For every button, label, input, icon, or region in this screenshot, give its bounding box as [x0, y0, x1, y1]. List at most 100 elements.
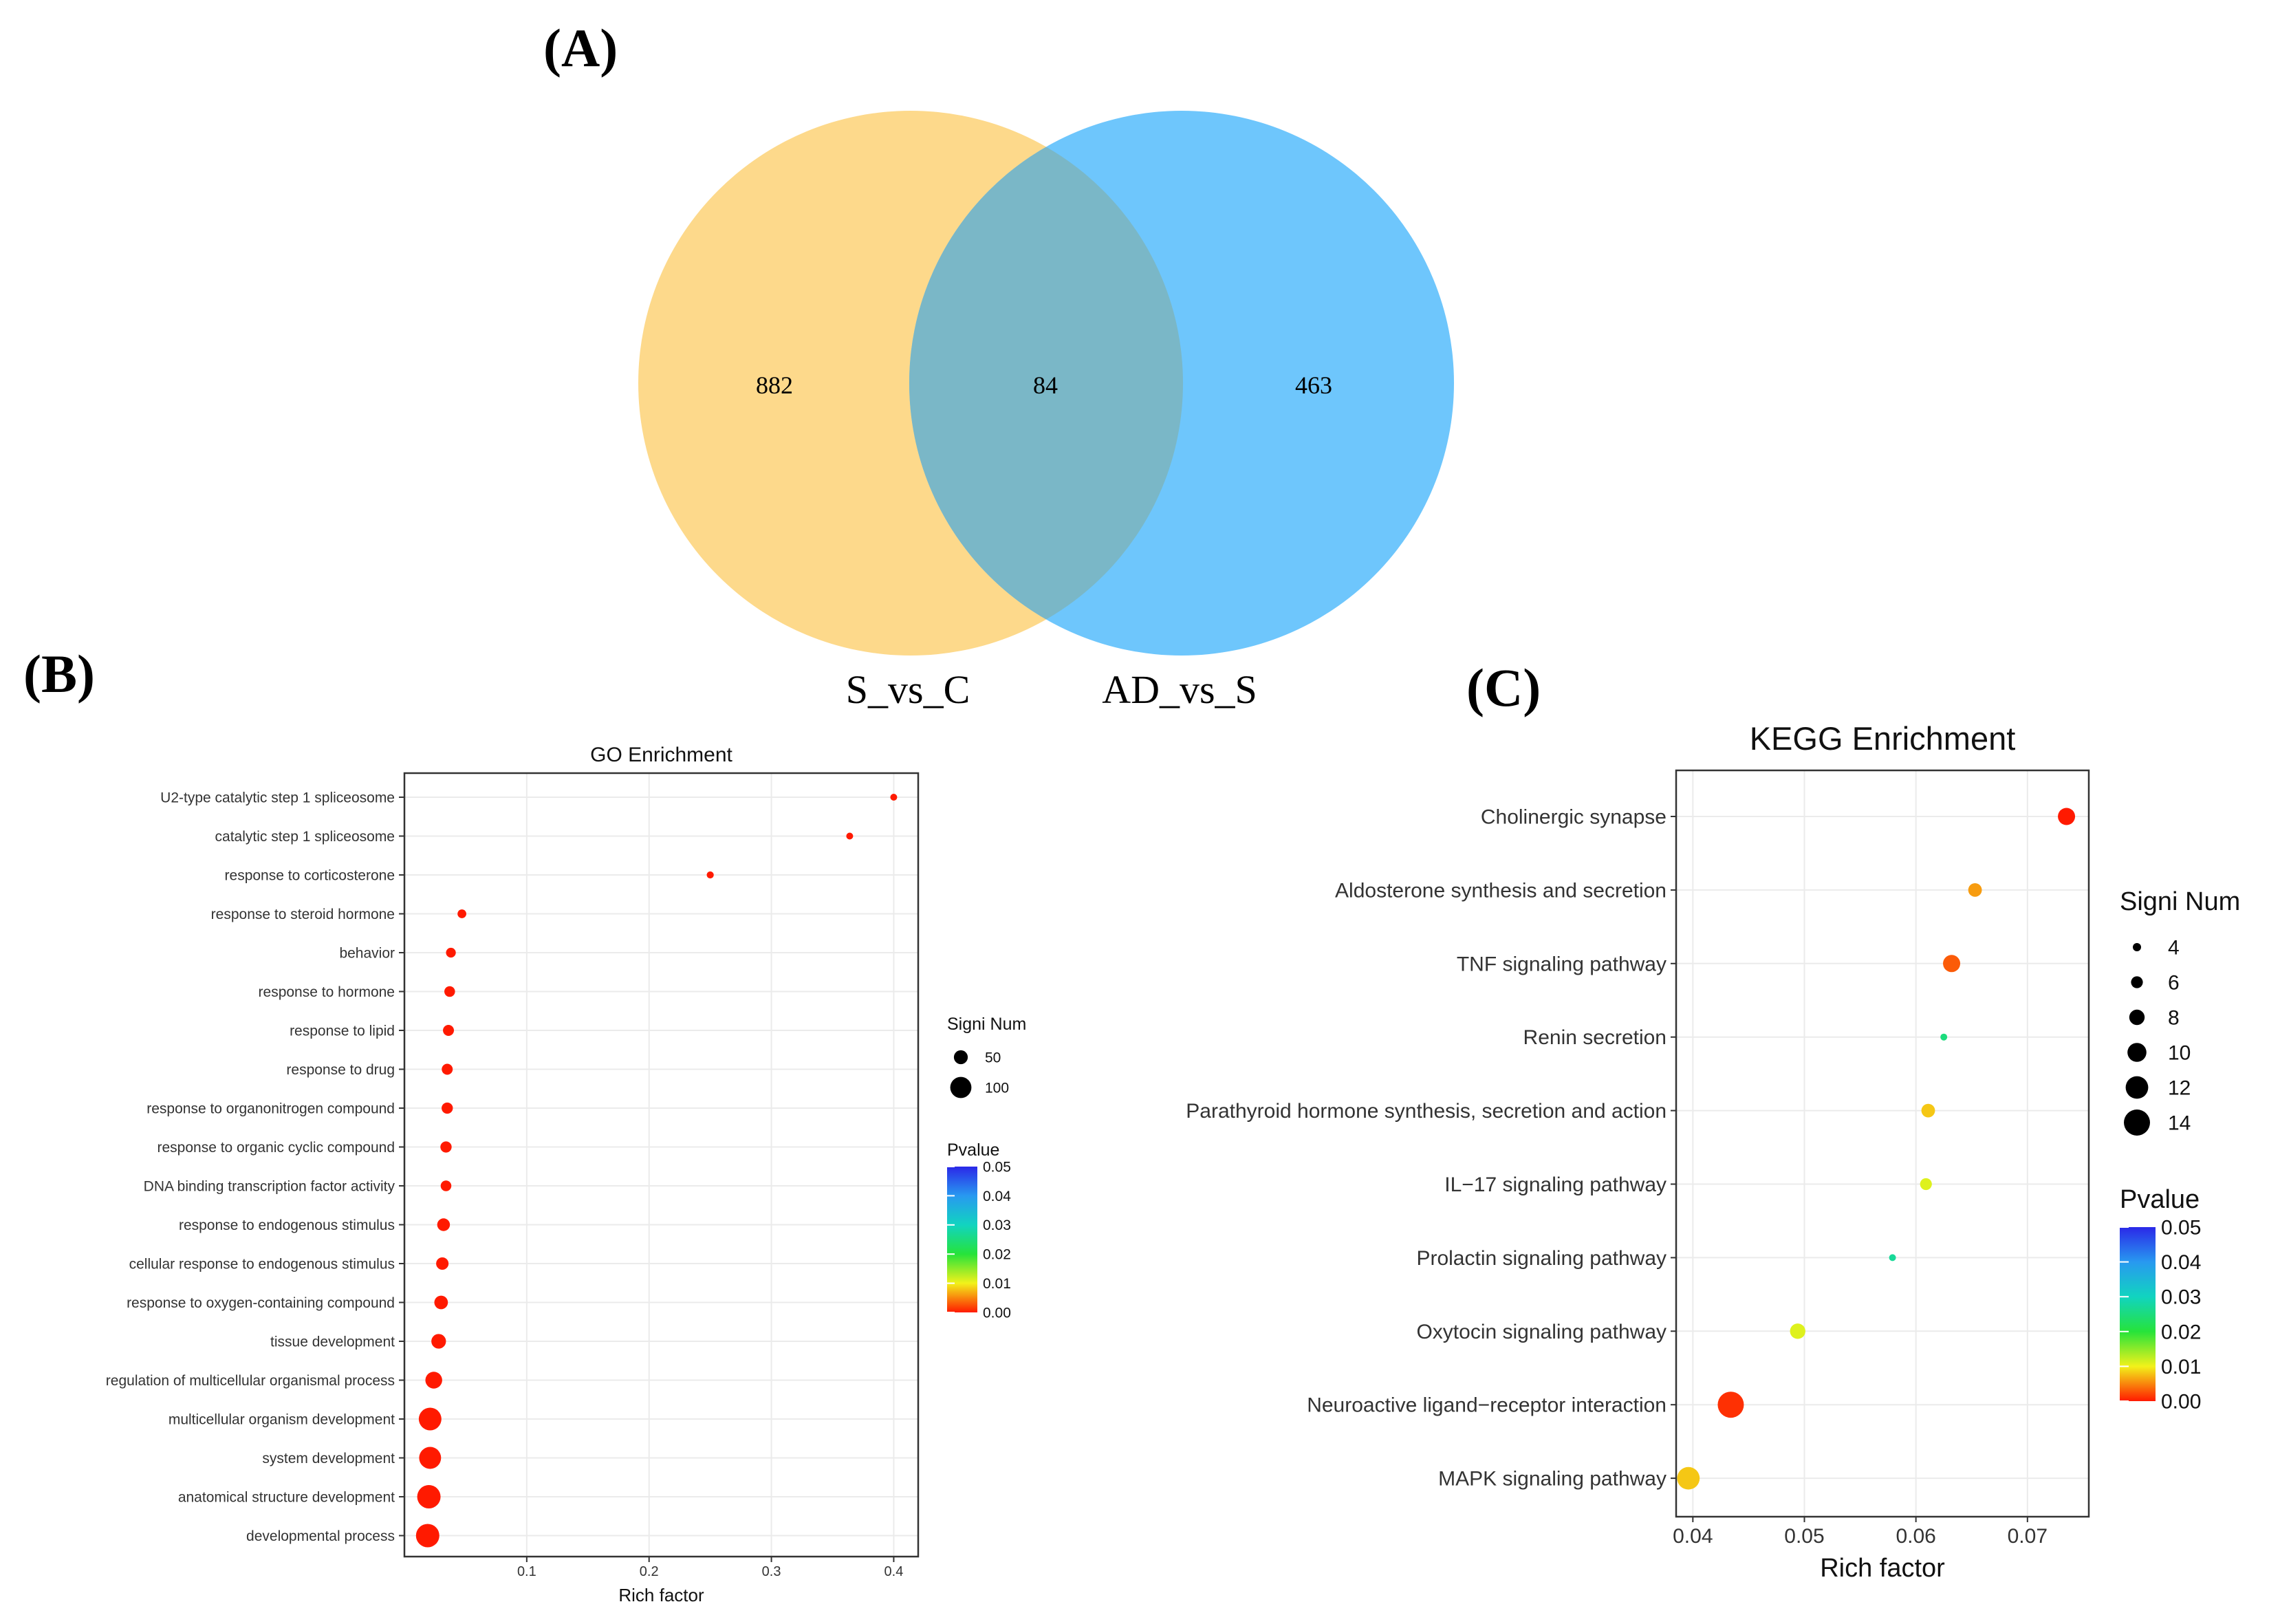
kegg-size-legend-label-8: 8	[2168, 1007, 2180, 1030]
kegg-size-legend-label-12: 12	[2168, 1077, 2191, 1100]
go-color-label-0: 0.05	[983, 1159, 1011, 1175]
kegg-term-label-il-17-signaling-pathway: IL−17 signaling pathway	[1444, 1173, 1667, 1196]
kegg-point-mapk-signaling-pathway	[1677, 1466, 1700, 1490]
go-point-response-to-endogenous-stimulus	[437, 1218, 450, 1231]
go-color-label-4: 0.01	[983, 1276, 1011, 1292]
panel-label-a: (A)	[543, 18, 618, 78]
go-point-response-to-hormone	[444, 986, 455, 997]
kegg-term-label-mapk-signaling-pathway: MAPK signaling pathway	[1438, 1468, 1667, 1491]
go-term-label-u2-type-catalytic-step-1-spliceosome: U2-type catalytic step 1 spliceosome	[160, 790, 395, 805]
go-color-legend-title: Pvalue	[947, 1140, 999, 1160]
kegg-color-label-5: 0.00	[2161, 1391, 2201, 1414]
go-point-tissue-development	[431, 1334, 446, 1349]
kegg-size-legend-label-14: 14	[2168, 1112, 2191, 1135]
panel-label-c: (C)	[1466, 658, 1541, 717]
go-term-label-tissue-development: tissue development	[270, 1334, 395, 1350]
kegg-point-neuroactive-ligand-receptor-interaction	[1717, 1392, 1744, 1418]
kegg-color-label-1: 0.04	[2161, 1251, 2201, 1274]
venn-set-label-ad-vs-s: AD_vs_S	[1102, 667, 1257, 712]
venn-diagram: 882 84 463 S_vs_C AD_vs_S	[638, 111, 1454, 712]
go-size-legend-label-100: 100	[985, 1080, 1009, 1096]
kegg-title: KEGG Enrichment	[1750, 722, 2016, 757]
venn-count-overlap: 84	[1033, 371, 1058, 399]
go-point-regulation-of-multicellular-organismal-process	[425, 1372, 442, 1389]
kegg-point-il-17-signaling-pathway	[1920, 1178, 1932, 1191]
go-term-label-anatomical-structure-development: anatomical structure development	[178, 1489, 395, 1505]
go-point-developmental-process	[415, 1524, 439, 1548]
kegg-size-legend-key-12	[2125, 1076, 2149, 1099]
kegg-size-legend-label-6: 6	[2168, 972, 2180, 995]
go-xtick-label-3: 0.4	[884, 1564, 904, 1579]
go-enrichment-chart: GO Enrichment U2-type catalytic step 1 sp…	[106, 744, 1027, 1605]
kegg-xtick-label-0: 0.04	[1673, 1525, 1713, 1548]
go-plot-border	[403, 772, 920, 1558]
go-term-label-multicellular-organism-development: multicellular organism development	[169, 1411, 395, 1427]
go-term-label-catalytic-step-1-spliceosome: catalytic step 1 spliceosome	[215, 829, 395, 845]
kegg-size-legend-title: Signi Num	[2120, 887, 2240, 916]
go-point-response-to-lipid	[443, 1025, 455, 1036]
go-term-label-response-to-steroid-hormone: response to steroid hormone	[211, 907, 395, 922]
go-term-label-response-to-endogenous-stimulus: response to endogenous stimulus	[179, 1217, 395, 1233]
go-color-bar	[947, 1167, 977, 1312]
kegg-xtick-label-2: 0.06	[1896, 1525, 1935, 1548]
kegg-xtick-label-1: 0.05	[1784, 1525, 1824, 1548]
kegg-color-label-3: 0.02	[2161, 1321, 2201, 1343]
go-term-label-response-to-organonitrogen-compound: response to organonitrogen compound	[146, 1101, 395, 1116]
go-point-response-to-organic-cyclic-compound	[440, 1141, 452, 1153]
kegg-point-parathyroid-hormone-synthesis-secretion-and-action	[1921, 1103, 1935, 1118]
kegg-size-legend-key-10	[2127, 1043, 2147, 1062]
kegg-term-label-neuroactive-ligand-receptor-interaction: Neuroactive ligand−receptor interaction	[1307, 1394, 1667, 1417]
go-term-label-response-to-corticosterone: response to corticosterone	[225, 867, 395, 883]
go-xtick-label-2: 0.3	[762, 1564, 781, 1579]
kegg-point-cholinergic-synapse	[2058, 808, 2076, 825]
kegg-point-prolactin-signaling-pathway	[1889, 1254, 1896, 1262]
kegg-size-legend-label-10: 10	[2168, 1042, 2191, 1065]
go-point-system-development	[419, 1447, 442, 1469]
kegg-xaxis-label: Rich factor	[1820, 1554, 1945, 1583]
go-xaxis-label: Rich factor	[618, 1585, 704, 1605]
kegg-enrichment-chart: KEGG Enrichment Cholinergic synapse Aldost…	[1186, 722, 2240, 1583]
kegg-size-legend-label-4: 4	[2168, 937, 2180, 960]
kegg-plot-area	[1676, 770, 2089, 1517]
kegg-color-legend-title: Pvalue	[2120, 1185, 2200, 1214]
go-point-u2-type-catalytic-step-1-spliceosome	[890, 794, 898, 801]
kegg-color-bar	[2120, 1227, 2156, 1401]
go-point-dna-binding-transcription-factor-activity	[440, 1180, 452, 1191]
go-term-label-response-to-organic-cyclic-compound: response to organic cyclic compound	[157, 1140, 395, 1156]
kegg-term-label-aldosterone-synthesis-and-secretion: Aldosterone synthesis and secretion	[1335, 879, 1667, 902]
kegg-size-legend-key-4	[2133, 943, 2141, 951]
kegg-point-tnf-signaling-pathway	[1943, 955, 1961, 973]
panel-label-b: (B)	[23, 644, 95, 704]
kegg-term-label-tnf-signaling-pathway: TNF signaling pathway	[1457, 953, 1667, 975]
go-term-label-behavior: behavior	[339, 945, 395, 961]
venn-overlap-region	[909, 111, 1183, 656]
go-point-catalytic-step-1-spliceosome	[846, 832, 854, 840]
go-point-multicellular-organism-development	[418, 1407, 442, 1431]
venn-count-ad-vs-s-only: 463	[1295, 371, 1332, 399]
kegg-term-label-prolactin-signaling-pathway: Prolactin signaling pathway	[1416, 1247, 1667, 1270]
kegg-term-label-cholinergic-synapse: Cholinergic synapse	[1481, 806, 1667, 829]
kegg-point-oxytocin-signaling-pathway	[1790, 1323, 1805, 1339]
kegg-plot-border	[1675, 769, 2090, 1518]
go-size-legend-key-50	[953, 1050, 968, 1065]
kegg-term-label-parathyroid-hormone-synthesis-secretion-and-action: Parathyroid hormone synthesis, secretion…	[1186, 1100, 1667, 1123]
kegg-color-label-4: 0.01	[2161, 1356, 2201, 1378]
go-point-behavior	[446, 947, 456, 958]
go-point-response-to-steroid-hormone	[457, 909, 466, 918]
go-point-response-to-drug	[442, 1063, 453, 1075]
go-point-response-to-corticosterone	[706, 871, 714, 879]
kegg-size-legend-key-6	[2131, 976, 2143, 988]
go-term-label-response-to-hormone: response to hormone	[259, 984, 395, 1000]
kegg-term-label-renin-secretion: Renin secretion	[1523, 1026, 1667, 1049]
go-size-legend-title: Signi Num	[947, 1015, 1026, 1034]
kegg-xtick-label-3: 0.07	[2008, 1525, 2048, 1548]
kegg-size-legend-key-14	[2124, 1109, 2150, 1136]
go-term-label-regulation-of-multicellular-organismal-process: regulation of multicellular organismal p…	[106, 1373, 395, 1389]
go-term-label-response-to-lipid: response to lipid	[290, 1023, 395, 1039]
go-term-label-system-development: system development	[262, 1451, 395, 1466]
go-term-label-dna-binding-transcription-factor-activity: DNA binding transcription factor activit…	[144, 1178, 395, 1194]
go-point-anatomical-structure-development	[417, 1485, 441, 1508]
go-point-cellular-response-to-endogenous-stimulus	[436, 1257, 449, 1270]
kegg-point-renin-secretion	[1940, 1033, 1948, 1041]
kegg-color-label-0: 0.05	[2161, 1217, 2201, 1239]
